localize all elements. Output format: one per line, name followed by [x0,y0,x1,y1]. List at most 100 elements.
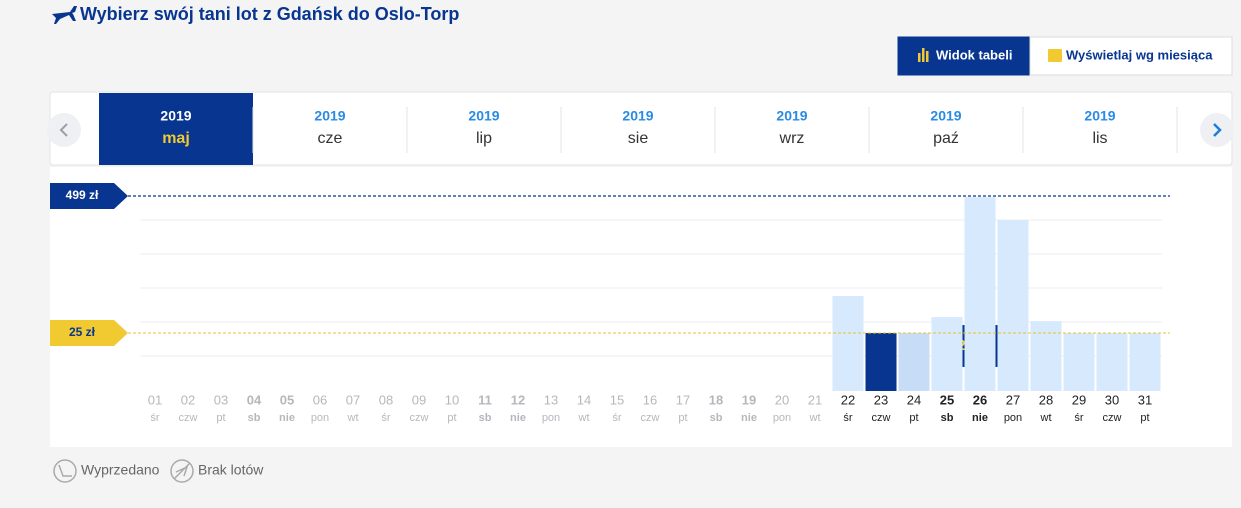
day-number: 14 [577,392,591,407]
day-number: 17 [676,392,690,407]
reference-label: 25 zł [69,325,96,339]
day-weekday: czw [410,412,429,424]
day-weekday: sb [941,412,954,424]
day-weekday: sb [479,412,492,424]
reference-label: 499 zł [66,188,99,202]
view-button-label: Widok tabeli [936,47,1012,62]
day-number: 01 [148,392,162,407]
day-number: 11 [478,392,492,407]
day-weekday: sb [248,412,261,424]
month-name[interactable]: lis [1092,130,1107,147]
day-weekday: nie [972,412,988,424]
month-selected [99,93,253,165]
day-number: 29 [1072,392,1086,407]
day-number: 19 [742,392,756,407]
day-weekday: wt [809,412,821,424]
next-arrow [1213,123,1222,137]
day-number: 04 [247,392,262,407]
view-button-label: Wyświetlaj wg miesiąca [1066,47,1213,62]
icon-bar [926,51,929,62]
page-title: Wybierz swój tani lot z Gdańsk do Oslo-T… [80,4,459,24]
day-weekday: sb [710,412,723,424]
price-bar[interactable] [832,296,864,391]
day-weekday: nie [741,412,757,424]
day-number: 08 [379,392,393,407]
month-name[interactable]: paź [933,130,959,147]
month-name[interactable]: sie [628,130,649,147]
month-year[interactable]: 2019 [1084,108,1115,124]
day-number: 10 [445,392,459,407]
day-weekday: pt [216,412,225,424]
price-bar[interactable] [997,219,1029,391]
day-number: 24 [907,392,921,407]
day-number: 22 [841,392,855,407]
prev-month[interactable] [47,113,81,147]
price-bar[interactable] [931,317,963,391]
day-weekday: czw [1103,412,1122,424]
day-weekday: wt [1040,412,1052,424]
price-bar[interactable] [898,333,930,391]
day-number: 28 [1039,392,1053,407]
day-number: 05 [280,392,294,407]
month-year[interactable]: 2019 [160,108,191,124]
month-year[interactable]: 2019 [468,108,499,124]
icon-bar [918,53,921,62]
day-weekday: śr [150,412,160,424]
day-number: 30 [1105,392,1119,407]
day-weekday: pon [773,412,791,424]
sold-out-glyph [58,464,72,477]
view-button[interactable] [1029,36,1233,76]
day-number: 13 [544,392,558,407]
price-bar[interactable] [865,333,897,391]
day-number: 25 [940,392,954,407]
price-bar[interactable] [1129,333,1161,391]
day-number: 15 [610,392,624,407]
day-number: 12 [511,392,525,407]
sold-out-icon [53,459,77,483]
month-name[interactable]: cze [318,130,343,147]
day-weekday: śr [381,412,391,424]
prev-arrow [59,123,68,137]
day-weekday: pt [1140,412,1149,424]
day-weekday: pt [909,412,918,424]
month-name[interactable]: lip [476,130,492,147]
no-flights-icon [170,459,194,483]
price-bar[interactable] [964,197,996,391]
chart-panel [50,167,1232,447]
month-name[interactable]: maj [162,130,190,147]
month-year[interactable]: 2019 [622,108,653,124]
day-weekday: nie [510,412,526,424]
price-bar[interactable] [1096,333,1128,391]
month-year[interactable]: 2019 [314,108,345,124]
day-weekday: śr [1074,412,1084,424]
day-number: 23 [874,392,888,407]
day-weekday: śr [612,412,622,424]
day-number: 07 [346,392,360,407]
day-number: 16 [643,392,657,407]
day-weekday: nie [279,412,295,424]
plane-icon [52,6,77,24]
month-year[interactable]: 2019 [776,108,807,124]
no-flights-glyph [173,462,191,480]
month-name[interactable]: wrz [779,130,805,147]
calendar-icon [1048,49,1062,62]
day-weekday: czw [872,412,891,424]
day-number: 20 [775,392,789,407]
icon-bar [922,48,925,62]
price-bar[interactable] [1063,333,1095,391]
day-number: 27 [1006,392,1020,407]
month-year[interactable]: 2019 [930,108,961,124]
day-number: 26 [973,392,987,407]
price-bar[interactable] [1030,321,1062,391]
day-weekday: czw [179,412,198,424]
reference-tag [50,320,128,346]
day-number: 03 [214,392,228,407]
next-month[interactable] [1200,113,1234,147]
day-number: 02 [181,392,195,407]
day-weekday: pon [542,412,560,424]
day-number: 18 [709,392,723,407]
day-weekday: pt [678,412,687,424]
reference-tag [50,183,128,209]
day-weekday: pon [1004,412,1022,424]
